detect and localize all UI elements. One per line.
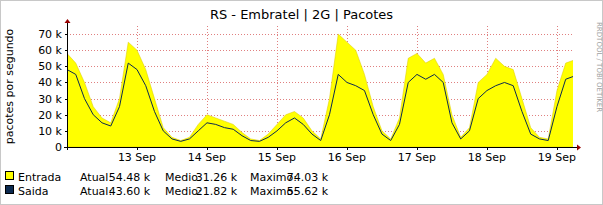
x-tick <box>207 147 208 150</box>
legend-stat-value: 54.48 k <box>109 171 151 184</box>
axis-arrow <box>65 19 71 23</box>
legend-swatch <box>6 186 14 194</box>
x-tick-label: 13 Sep <box>118 151 156 164</box>
y-tick-label: 40 k <box>38 76 62 89</box>
plot-area <box>67 34 573 147</box>
y-axis <box>67 23 68 150</box>
legend-label: Entrada <box>18 171 61 184</box>
legend-stat-label: Atual: <box>80 185 112 198</box>
y-tick-label: 70 k <box>38 28 62 41</box>
legend-stat-value: 31.26 k <box>196 171 238 184</box>
y-tick <box>65 66 67 67</box>
y-tick-label: 60 k <box>38 44 62 57</box>
y-label: pacotes por segundo <box>3 28 16 144</box>
x-tick-label: 17 Sep <box>398 151 436 164</box>
legend-stat-value: 55.62 k <box>287 185 329 198</box>
series-line <box>67 63 573 141</box>
x-tick <box>487 147 488 150</box>
x-tick-label: 14 Sep <box>188 151 226 164</box>
title: RS - Embratel | 2G | Pacotes <box>210 7 393 22</box>
chart: 0 10 k 20 k 30 k 40 k 50 k 60 k 70 k 13 Sep 14 Se… <box>0 0 603 205</box>
x-axis <box>64 147 577 148</box>
background <box>1 1 603 205</box>
watermark: RRDTOOL / TOBI OETIKER <box>595 22 603 112</box>
y-tick <box>65 115 67 116</box>
x-tick <box>557 147 558 150</box>
legend-stat-value: 21.82 k <box>196 185 238 198</box>
y-tick-label: 10 k <box>38 125 62 138</box>
y-tick-label: 20 k <box>38 109 62 122</box>
legend-label: Saida <box>18 185 49 198</box>
y-tick-label: 50 k <box>38 60 62 73</box>
x-tick-label: 19 Sep <box>538 151 576 164</box>
y-tick <box>65 34 67 35</box>
axis-arrow <box>577 145 581 151</box>
y-tick <box>65 131 67 132</box>
series-area <box>67 34 573 147</box>
y-tick <box>65 50 67 51</box>
x-tick <box>417 147 418 150</box>
legend-stat-value: 43.60 k <box>109 185 151 198</box>
x-tick <box>277 147 278 150</box>
grid-line <box>67 50 573 51</box>
grid-line <box>67 34 573 35</box>
y-tick <box>65 82 67 83</box>
y-tick-label: 0 <box>55 141 62 154</box>
y-tick <box>65 99 67 100</box>
x-tick-label: 18 Sep <box>468 151 506 164</box>
legend-stat-value: 74.03 k <box>287 171 329 184</box>
y-tick <box>65 147 67 148</box>
y-tick-label: 30 k <box>38 93 62 106</box>
legend-swatch <box>6 172 14 180</box>
x-tick-label: 16 Sep <box>328 151 366 164</box>
x-tick <box>137 147 138 150</box>
legend-stat-label: Atual: <box>80 171 112 184</box>
x-tick <box>347 147 348 150</box>
x-tick-label: 15 Sep <box>258 151 296 164</box>
